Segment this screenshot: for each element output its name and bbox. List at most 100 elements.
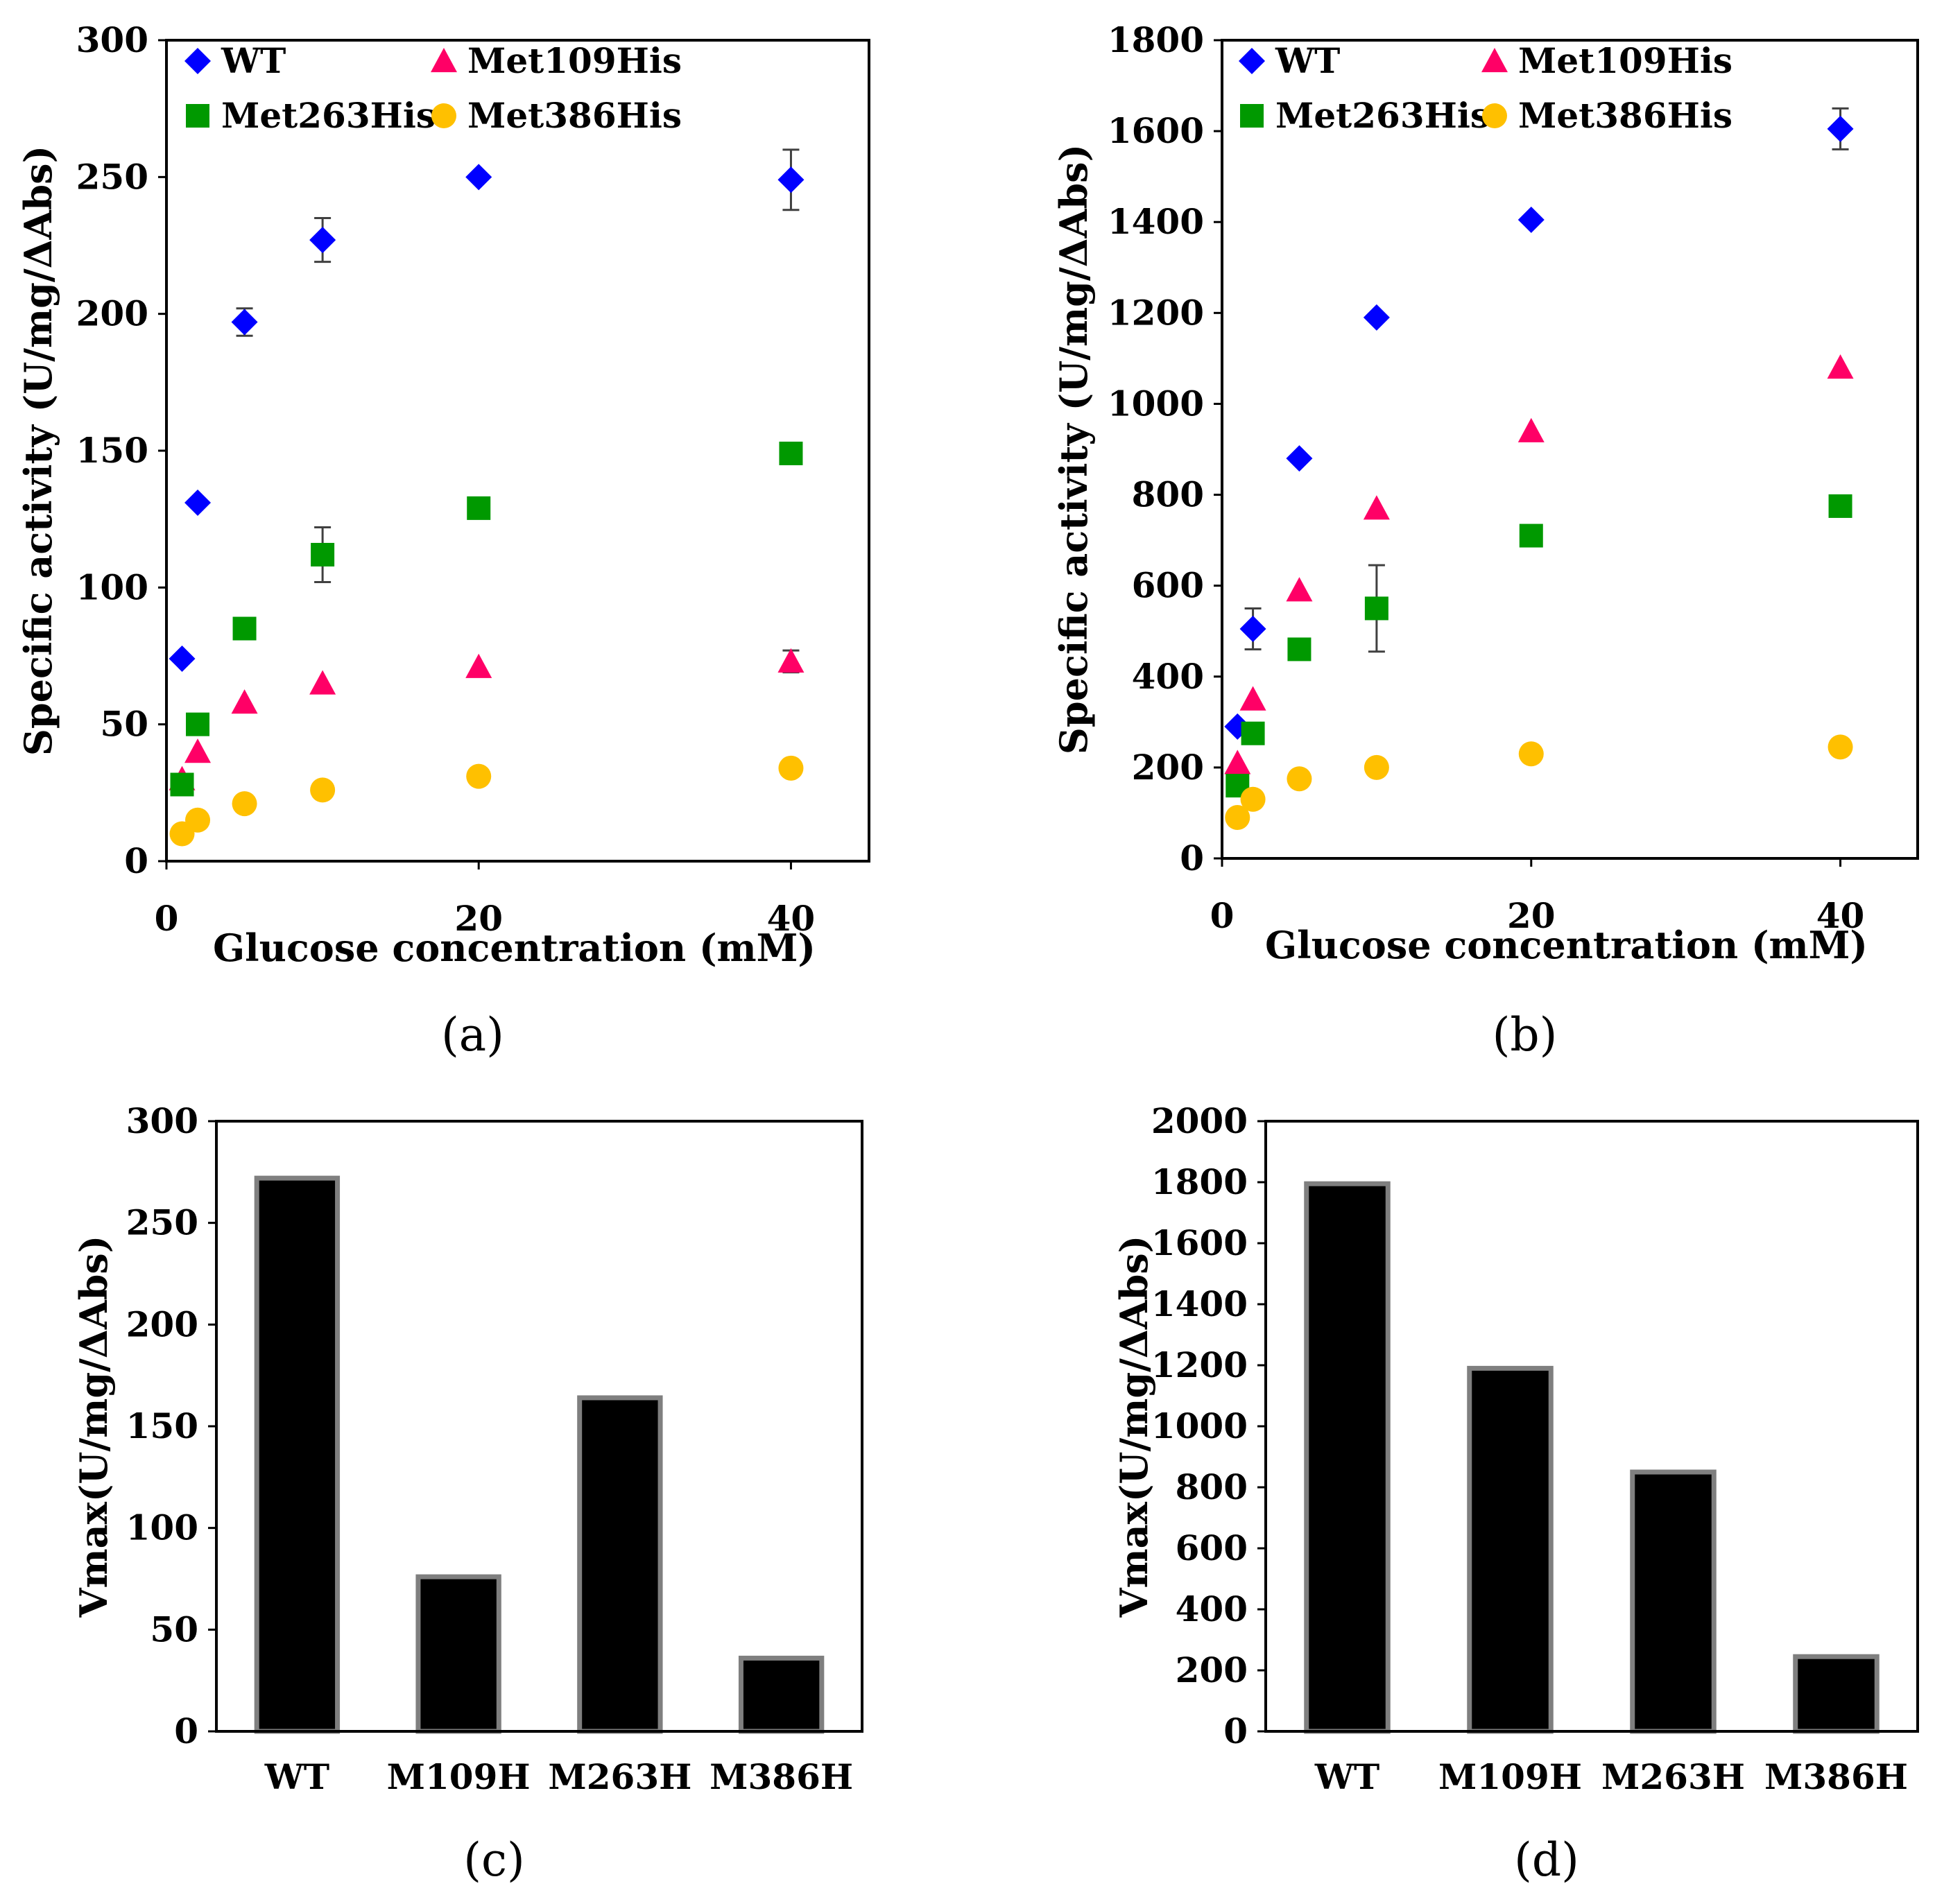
data-point bbox=[467, 496, 491, 520]
plot-frame bbox=[165, 39, 870, 863]
x-axis-label: Glucose concentration (mM) bbox=[213, 926, 816, 970]
y-tick-label: 1400 bbox=[1108, 201, 1204, 242]
data-point bbox=[779, 441, 803, 465]
panel-label: (a) bbox=[441, 1008, 504, 1062]
legend-entry: Met263His bbox=[1275, 95, 1490, 136]
data-point bbox=[1287, 637, 1312, 661]
data-point bbox=[1241, 721, 1265, 745]
plot-frame bbox=[1264, 1120, 1919, 1733]
legend-entry: Met109His bbox=[1518, 40, 1732, 81]
x-tick-label: 40 bbox=[1816, 895, 1865, 936]
y-axis-label: Vmax(U/mg/ΔAbs) bbox=[1112, 1236, 1156, 1618]
bar bbox=[1304, 1181, 1391, 1734]
y-tick-label: 600 bbox=[1176, 1527, 1248, 1568]
legend-marker bbox=[184, 48, 211, 74]
data-point bbox=[1519, 523, 1543, 548]
legend-marker bbox=[431, 48, 457, 73]
data-point bbox=[465, 653, 492, 678]
data-point bbox=[169, 645, 196, 672]
series-met263his bbox=[1226, 494, 1852, 798]
y-tick-label: 300 bbox=[126, 1100, 198, 1141]
x-tick-label: M109H bbox=[1438, 1756, 1582, 1797]
legend-marker bbox=[1482, 103, 1507, 128]
x-tick-label: M263H bbox=[1601, 1756, 1745, 1797]
x-tick-label: M386H bbox=[710, 1756, 853, 1797]
x-tick-label: 20 bbox=[1507, 895, 1556, 936]
y-tick-label: 0 bbox=[1223, 1711, 1248, 1751]
chart-panel-4: 0 200 400 600 800 1000 1200 1400 1600 1800 2000 Vma… bbox=[1112, 1100, 1919, 1887]
y-tick-label: 200 bbox=[1176, 1650, 1248, 1690]
data-point bbox=[310, 777, 336, 803]
y-tick-label: 1600 bbox=[1151, 1222, 1248, 1263]
y-tick-label: 800 bbox=[1132, 474, 1204, 515]
x-tick-label: WT bbox=[264, 1756, 329, 1797]
data-point bbox=[1364, 596, 1388, 621]
y-tick-label: 300 bbox=[76, 19, 148, 60]
y-tick-label: 200 bbox=[1132, 747, 1204, 788]
data-point bbox=[1224, 750, 1251, 774]
data-point bbox=[1225, 805, 1250, 830]
x-axis-label: Glucose concentration (mM) bbox=[1265, 923, 1868, 967]
series-met263his bbox=[170, 441, 803, 797]
panel-label: (d) bbox=[1514, 1833, 1579, 1887]
bar bbox=[415, 1574, 501, 1734]
x-tick-label: 20 bbox=[454, 898, 503, 939]
data-point bbox=[777, 166, 805, 193]
data-point bbox=[232, 616, 257, 641]
data-point bbox=[232, 791, 257, 817]
y-tick-label: 200 bbox=[126, 1304, 198, 1344]
y-tick-label: 50 bbox=[150, 1609, 198, 1650]
plot-frame bbox=[1221, 39, 1919, 860]
y-tick-label: 0 bbox=[124, 840, 148, 881]
y-tick-label: 1200 bbox=[1108, 292, 1204, 333]
data-point bbox=[1363, 495, 1390, 520]
y-tick-label: 1000 bbox=[1151, 1405, 1248, 1446]
data-point bbox=[1828, 734, 1853, 760]
data-point bbox=[1239, 686, 1266, 711]
chart-panel-2: 020040060080010001200140016001800Specifi… bbox=[1051, 19, 1919, 1062]
y-tick-label: 250 bbox=[76, 156, 148, 197]
legend-entry: Met386His bbox=[467, 95, 682, 136]
y-tick-label: 400 bbox=[1176, 1589, 1248, 1629]
y-tick-label: 200 bbox=[76, 293, 148, 334]
legend-marker bbox=[186, 104, 209, 128]
legend: WT Met109His Met263His Met386His bbox=[184, 40, 682, 136]
y-tick-label: 0 bbox=[1180, 838, 1204, 879]
legend: WT Met109His Met263His Met386His bbox=[1239, 40, 1732, 136]
y-tick-label: 0 bbox=[174, 1711, 198, 1751]
bar bbox=[1630, 1469, 1717, 1734]
data-point bbox=[231, 689, 258, 714]
y-tick-label: 250 bbox=[126, 1202, 198, 1243]
x-tick-label: M109H bbox=[387, 1756, 531, 1797]
data-point bbox=[777, 648, 805, 673]
data-point bbox=[231, 309, 258, 336]
data-point bbox=[1240, 786, 1266, 812]
data-point bbox=[778, 755, 804, 781]
legend-entry: WT bbox=[1275, 40, 1340, 81]
plot-frame bbox=[215, 1120, 863, 1733]
bar bbox=[1793, 1654, 1880, 1734]
y-tick-label: 50 bbox=[100, 704, 148, 745]
y-axis-label: Specific activity (U/mg/ΔAbs) bbox=[16, 146, 60, 756]
data-point bbox=[1517, 417, 1545, 442]
bar bbox=[577, 1395, 663, 1734]
bar bbox=[738, 1655, 825, 1734]
legend-marker bbox=[431, 103, 456, 128]
y-tick-label: 1800 bbox=[1151, 1161, 1248, 1202]
data-point bbox=[185, 807, 211, 833]
x-tick-label: 40 bbox=[767, 898, 816, 939]
y-tick-label: 1000 bbox=[1108, 383, 1204, 424]
y-tick-label: 400 bbox=[1132, 656, 1204, 697]
data-point bbox=[186, 712, 210, 736]
data-point bbox=[170, 772, 194, 797]
data-point bbox=[1287, 766, 1312, 792]
panel-label: (c) bbox=[463, 1833, 524, 1887]
legend-marker bbox=[1481, 48, 1508, 73]
bar bbox=[254, 1175, 341, 1734]
y-tick-label: 100 bbox=[126, 1507, 198, 1548]
y-tick-label: 600 bbox=[1132, 565, 1204, 606]
data-point bbox=[1827, 115, 1854, 142]
data-point bbox=[311, 542, 335, 566]
